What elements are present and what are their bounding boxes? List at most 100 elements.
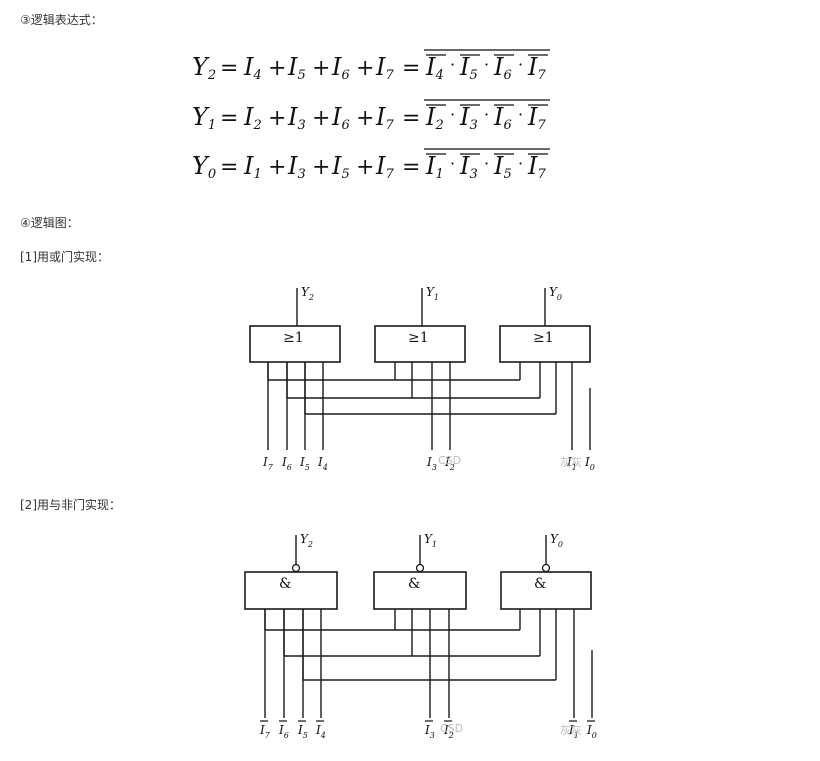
- equals-sign: =: [402, 155, 420, 180]
- gate-label: &: [408, 576, 420, 592]
- equals-sign: =: [402, 56, 420, 81]
- equation-term: I6: [331, 53, 350, 83]
- equation-complement-term: I6: [493, 103, 512, 133]
- output-label: Y1: [424, 532, 437, 549]
- equals-sign: =: [220, 106, 238, 131]
- logic-gate: [244, 571, 338, 610]
- logic-gate: [500, 571, 592, 610]
- output-label: Y2: [300, 532, 313, 549]
- dot-operator: ·: [450, 55, 455, 74]
- equation-term: I1: [243, 152, 262, 182]
- equals-sign: =: [220, 155, 238, 180]
- equation-term: I5: [287, 53, 306, 83]
- inversion-bubble: [415, 563, 425, 573]
- logic-gate: [499, 325, 591, 363]
- input-label: I2: [443, 723, 454, 740]
- heading-logic-diagram: ④逻辑图：: [20, 216, 79, 230]
- dot-operator: ·: [518, 105, 523, 124]
- plus-sign: +: [356, 56, 374, 81]
- input-label: I1: [566, 455, 577, 472]
- heading-nand-implementation: [2]用与非门实现：: [20, 498, 121, 512]
- dot-operator: ·: [450, 154, 455, 173]
- input-label: I7: [262, 455, 274, 472]
- equation-term: I3: [287, 152, 306, 182]
- dot-operator: ·: [484, 105, 489, 124]
- input-label: I5: [297, 723, 308, 740]
- dot-operator: ·: [484, 154, 489, 173]
- gate-label: &: [534, 576, 546, 592]
- gate-label: ≥1: [283, 330, 304, 346]
- input-label: I7: [259, 723, 271, 740]
- watermark: 灰灰: [560, 723, 582, 737]
- watermark: CSD: [440, 722, 463, 735]
- equation-lhs: Y2: [192, 53, 216, 83]
- input-label: I3: [424, 723, 435, 740]
- equation-complement-term: I4: [425, 53, 444, 83]
- equation-term: I4: [243, 53, 262, 83]
- input-label: I2: [444, 455, 455, 472]
- equation-complement-term: I3: [459, 152, 478, 182]
- equation-term: I7: [375, 53, 394, 83]
- equation-term: I7: [375, 152, 394, 182]
- input-label: I4: [317, 455, 328, 472]
- input-label: I1: [568, 723, 579, 740]
- gate-label: &: [279, 576, 291, 592]
- input-label: I6: [278, 723, 289, 740]
- input-label: I0: [584, 455, 595, 472]
- equation-complement-term: I5: [459, 53, 478, 83]
- equation-complement-term: I7: [527, 103, 546, 133]
- inversion-bubble: [541, 563, 551, 573]
- dot-operator: ·: [484, 55, 489, 74]
- equation-lhs: Y1: [192, 103, 216, 133]
- output-label: Y1: [426, 285, 439, 302]
- output-label: Y2: [301, 285, 314, 302]
- input-label: I5: [299, 455, 310, 472]
- equation-term: I5: [331, 152, 350, 182]
- plus-sign: +: [312, 155, 330, 180]
- output-label: Y0: [550, 532, 563, 549]
- plus-sign: +: [268, 56, 286, 81]
- output-label: Y0: [549, 285, 562, 302]
- plus-sign: +: [356, 106, 374, 131]
- plus-sign: +: [312, 56, 330, 81]
- input-label: I4: [315, 723, 326, 740]
- input-label: I0: [586, 723, 597, 740]
- plus-sign: +: [312, 106, 330, 131]
- watermark: CSD: [438, 454, 461, 467]
- equals-sign: =: [220, 56, 238, 81]
- logic-gate: [374, 325, 466, 363]
- equation-complement-term: I7: [527, 152, 546, 182]
- equation-term: I7: [375, 103, 394, 133]
- equation-complement-term: I7: [527, 53, 546, 83]
- dot-operator: ·: [450, 105, 455, 124]
- gate-label: ≥1: [533, 330, 554, 346]
- input-label: I3: [426, 455, 437, 472]
- gate-label: ≥1: [408, 330, 429, 346]
- equation-lhs: Y0: [192, 152, 216, 182]
- heading-or-gate-implementation: [1]用或门实现：: [20, 250, 109, 264]
- equation-complement-term: I2: [425, 103, 444, 133]
- input-label: I6: [281, 455, 292, 472]
- dot-operator: ·: [518, 55, 523, 74]
- equation-term: I6: [331, 103, 350, 133]
- logic-gate: [373, 571, 467, 610]
- equation-complement-term: I3: [459, 103, 478, 133]
- inversion-bubble: [291, 563, 301, 573]
- logic-gate: [249, 325, 341, 363]
- watermark: 灰灰: [560, 455, 582, 469]
- dot-operator: ·: [518, 154, 523, 173]
- equals-sign: =: [402, 106, 420, 131]
- plus-sign: +: [268, 106, 286, 131]
- equation-complement-term: I5: [493, 152, 512, 182]
- equation-complement-term: I6: [493, 53, 512, 83]
- equation-complement-term: I1: [425, 152, 444, 182]
- equation-term: I2: [243, 103, 262, 133]
- plus-sign: +: [268, 155, 286, 180]
- plus-sign: +: [356, 155, 374, 180]
- heading-logic-expression: ③逻辑表达式：: [20, 13, 103, 27]
- equation-term: I3: [287, 103, 306, 133]
